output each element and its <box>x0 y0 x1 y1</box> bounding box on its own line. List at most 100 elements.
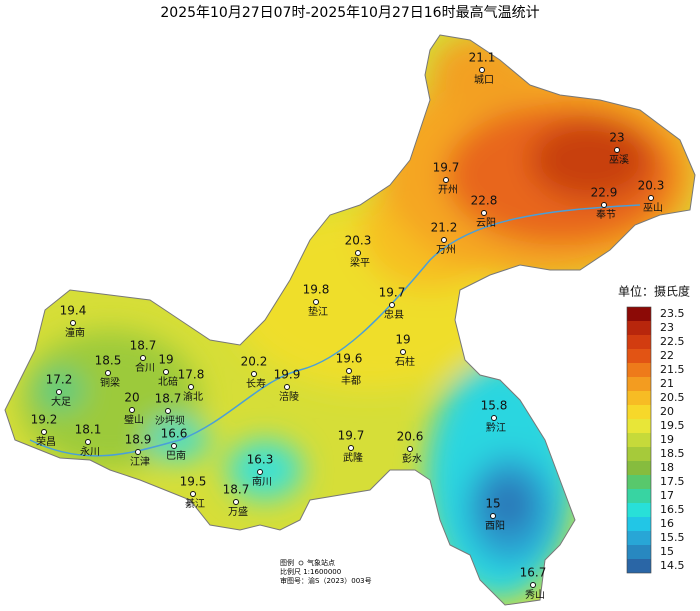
station-dot <box>530 582 536 588</box>
station-dot <box>407 446 413 452</box>
station-name: 黔江 <box>486 421 506 434</box>
footer: 图例 气象站点 比例尺 1:1600000 审图号：渝S（2023）003号 <box>280 558 372 585</box>
footer-legend-symbol: 气象站点 <box>307 558 335 567</box>
station-name: 奉节 <box>596 208 616 221</box>
station-name: 綦江 <box>185 497 205 510</box>
station-dot <box>257 469 263 475</box>
legend-swatch <box>627 419 651 433</box>
station-dot <box>171 443 177 449</box>
station-name: 万州 <box>436 244 456 256</box>
legend-label: 18 <box>660 461 674 474</box>
station-dot <box>165 408 171 414</box>
legend-label: 16.5 <box>660 503 685 516</box>
station-dot <box>346 368 352 374</box>
station-value: 18.5 <box>95 354 122 368</box>
station-name: 巫山 <box>643 202 663 214</box>
station-dot <box>481 210 487 216</box>
legend-label: 21 <box>660 377 674 390</box>
station-value: 19.2 <box>31 413 58 427</box>
station-name: 南川 <box>252 475 272 488</box>
station-value: 20 <box>124 391 139 405</box>
legend-label: 15 <box>660 545 674 558</box>
legend-label: 20 <box>660 405 674 418</box>
legend-swatch <box>627 307 651 321</box>
station-dot <box>105 370 111 376</box>
station-value: 19.6 <box>336 352 363 366</box>
legend-label: 16 <box>660 517 674 530</box>
station-dot <box>129 407 135 413</box>
station-name: 北碚 <box>158 375 178 388</box>
station-value: 20.2 <box>241 355 268 369</box>
station-value: 20.3 <box>638 179 665 193</box>
station-value: 22.9 <box>591 186 618 200</box>
legend-label: 20.5 <box>660 391 685 404</box>
station-value: 18.7 <box>130 339 157 353</box>
legend-swatch <box>627 433 651 447</box>
station-value: 19.8 <box>303 283 330 297</box>
legend: 单位：摄氏度 23.52322.52221.52120.52019.51918.… <box>618 284 690 574</box>
legend-label: 19 <box>660 433 674 446</box>
station-dot <box>190 491 196 497</box>
station-dot <box>491 415 497 421</box>
station-value: 21.1 <box>469 51 496 65</box>
legend-label: 23.5 <box>660 307 685 320</box>
station-name: 永川 <box>80 445 100 458</box>
station-value: 16.7 <box>520 566 547 580</box>
legend-label: 17 <box>660 489 674 502</box>
legend-swatch <box>627 391 651 405</box>
legend-swatch <box>627 377 651 391</box>
station-name: 万盛 <box>228 505 248 518</box>
station-name: 铜梁 <box>100 376 120 389</box>
station-value: 16.3 <box>247 453 274 467</box>
map-title: 2025年10月27日07时-2025年10月27日16时最高气温统计 <box>160 4 539 21</box>
station-name: 长寿 <box>246 377 266 390</box>
station-name: 开州 <box>438 184 458 196</box>
station-value: 18.1 <box>75 423 102 437</box>
station-dot <box>188 384 194 390</box>
station-value: 18.9 <box>125 433 152 447</box>
legend-swatch <box>627 475 651 489</box>
legend-swatch <box>627 447 651 461</box>
legend-swatch <box>627 531 651 545</box>
station-name: 大足 <box>51 395 71 408</box>
station-name: 梁平 <box>350 256 370 269</box>
legend-swatch <box>627 545 651 559</box>
legend-swatch <box>627 461 651 475</box>
legend-swatch <box>627 335 651 349</box>
station-name: 涪陵 <box>279 390 299 403</box>
station-name: 璧山 <box>124 413 144 426</box>
station-dot <box>479 67 485 73</box>
station-dot <box>441 237 447 243</box>
station-dot <box>601 202 607 208</box>
station-value: 19.9 <box>274 368 301 382</box>
station-value: 18.7 <box>155 392 182 406</box>
legend-label: 19.5 <box>660 419 685 432</box>
station-name: 酉阳 <box>485 520 505 532</box>
station-name: 云阳 <box>476 217 496 229</box>
station-name: 武隆 <box>343 451 363 464</box>
legend-swatch <box>627 489 651 503</box>
legend-swatch <box>627 321 651 335</box>
footer-approval: 审图号：渝S（2023）003号 <box>280 576 372 585</box>
stations: 21.1 城口 23 巫溪 19.7 开州 22.9 奉节 20.3 巫山 22.8 云阳 21.2 万州… <box>31 51 665 602</box>
station-value: 16.6 <box>161 427 188 441</box>
station-value: 19.7 <box>379 286 406 300</box>
station-value: 22.8 <box>471 194 498 208</box>
station-dot <box>56 389 62 395</box>
legend-label: 22.5 <box>660 335 685 348</box>
legend-label: 22 <box>660 349 674 362</box>
legend-swatch <box>627 559 651 573</box>
station-name: 巴南 <box>166 449 186 462</box>
station-dot <box>443 177 449 183</box>
station-value: 19.7 <box>338 429 365 443</box>
station-name: 秀山 <box>525 589 545 601</box>
legend-label: 18.5 <box>660 447 685 460</box>
station-dot <box>348 445 354 451</box>
legend-swatch <box>627 363 651 377</box>
station-name: 彭水 <box>402 452 422 465</box>
station-dot <box>85 439 91 445</box>
station-name: 城口 <box>474 74 494 86</box>
station-value: 15.8 <box>481 399 508 413</box>
station-dot <box>163 369 169 375</box>
